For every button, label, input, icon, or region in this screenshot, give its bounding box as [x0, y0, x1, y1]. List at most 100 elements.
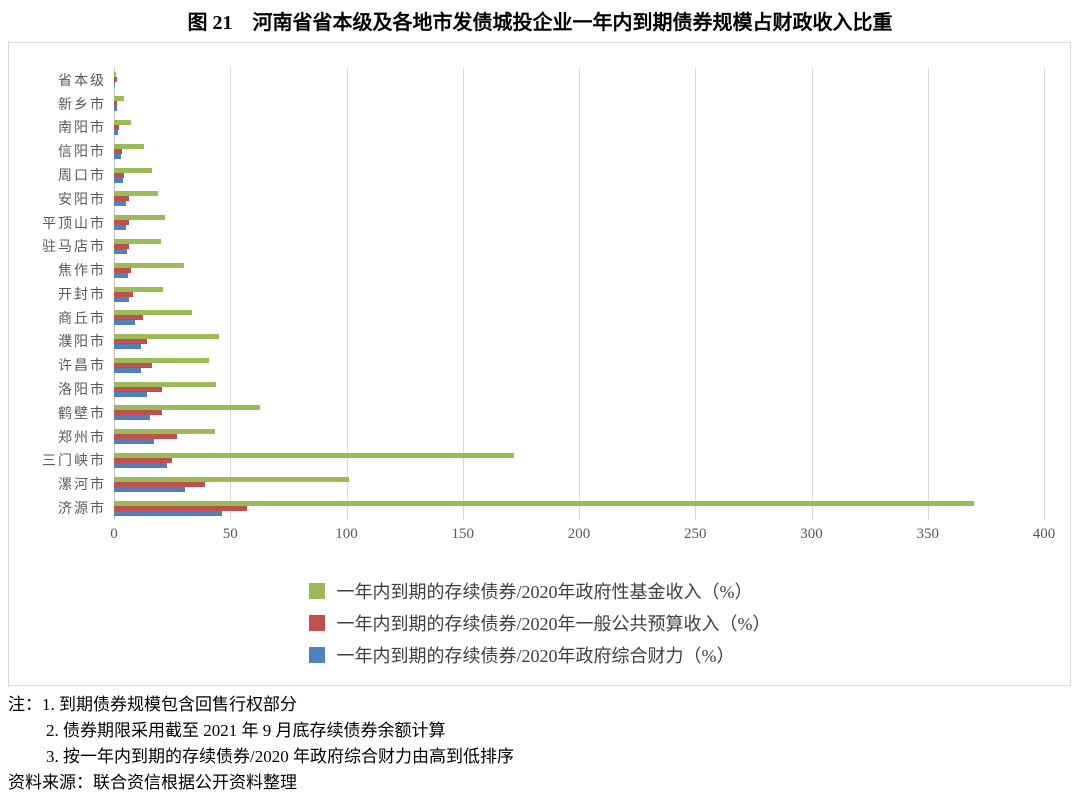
category-label-3: 南阳市 — [58, 121, 106, 137]
x-tick-label-250: 250 — [684, 526, 707, 542]
legend-marker-icon — [308, 615, 325, 631]
category-label-12: 濮阳市 — [58, 335, 106, 351]
footnotes: 注：1. 到期债券规模包含回售行权部分 2. 债券期限采用截至 2021 年 9… — [8, 692, 1008, 796]
bar-安阳市-series-1 — [114, 191, 159, 197]
bar-济源市-series-1 — [114, 500, 975, 506]
gridline-200 — [579, 68, 580, 520]
bar-信阳市-series-1 — [114, 143, 145, 149]
bar-开封市-series-3 — [114, 296, 130, 302]
bar-郑州市-series-3 — [114, 439, 154, 445]
bar-开封市-series-1 — [114, 286, 163, 292]
bar-郑州市-series-1 — [114, 429, 216, 435]
legend-marker-icon — [308, 583, 325, 599]
bar-新乡市-series-1 — [114, 96, 125, 102]
bar-省本级-series-1 — [114, 72, 117, 78]
bar-鹤壁市-series-3 — [114, 415, 151, 421]
bar-许昌市-series-3 — [114, 367, 141, 373]
bar-安阳市-series-3 — [114, 201, 126, 207]
legend: 一年内到期的存续债券/2020年政府性基金收入（%） 一年内到期的存续债券/202… — [9, 575, 1070, 671]
bar-濮阳市-series-2 — [114, 339, 147, 345]
category-label-4: 信阳市 — [58, 145, 106, 161]
legend-label-3: 一年内到期的存续债券/2020年政府综合财力（%） — [336, 646, 735, 666]
category-label-11: 商丘市 — [58, 311, 106, 327]
category-label-17: 三门峡市 — [42, 454, 106, 470]
category-label-9: 焦作市 — [58, 264, 106, 280]
gridline-150 — [462, 68, 464, 520]
bar-平顶山市-series-3 — [114, 225, 127, 231]
bar-漯河市-series-2 — [114, 481, 205, 487]
bar-周口市-series-2 — [114, 172, 124, 178]
bar-鹤壁市-series-2 — [114, 410, 162, 416]
bar-驻马店市-series-3 — [114, 248, 128, 254]
source-line: 资料来源：联合资信根据公开资料整理 — [8, 773, 297, 792]
legend-label-1: 一年内到期的存续债券/2020年政府性基金收入（%） — [336, 582, 753, 602]
bar-许昌市-series-1 — [114, 357, 210, 363]
bar-洛阳市-series-1 — [114, 381, 217, 387]
bar-濮阳市-series-3 — [114, 344, 141, 350]
bar-安阳市-series-2 — [114, 196, 129, 202]
bar-郑州市-series-2 — [114, 434, 177, 440]
category-label-18: 漯河市 — [58, 478, 106, 494]
legend-items: 一年内到期的存续债券/2020年政府性基金收入（%） 一年内到期的存续债券/202… — [308, 575, 771, 671]
bar-商丘市-series-3 — [114, 320, 135, 326]
bar-洛阳市-series-3 — [114, 391, 147, 397]
gridline-250 — [695, 68, 697, 520]
bar-省本级-series-3 — [114, 82, 116, 88]
legend-marker-icon — [308, 647, 325, 663]
bar-焦作市-series-3 — [114, 272, 129, 278]
category-label-8: 驻马店市 — [42, 240, 106, 256]
note-line-1: 注：1. 到期债券规模包含回售行权部分 — [8, 695, 297, 714]
bar-信阳市-series-3 — [114, 153, 121, 159]
x-tick-label-200: 200 — [567, 526, 591, 542]
bar-焦作市-series-2 — [114, 267, 131, 273]
category-label-6: 安阳市 — [58, 192, 106, 208]
category-label-19: 济源市 — [58, 501, 106, 517]
x-tick-label-50: 50 — [222, 526, 238, 542]
bar-漯河市-series-1 — [114, 476, 349, 482]
category-axis-labels: 省本级 新乡市 南阳市 信阳市 周口市 安阳市 平顶山市 驻马店市 焦作市 开封市 商丘市 濮阳市 许昌… — [9, 68, 106, 520]
bar-南阳市-series-3 — [114, 129, 119, 135]
x-tick-label-150: 150 — [451, 526, 475, 542]
bar-商丘市-series-1 — [114, 310, 192, 316]
bar-洛阳市-series-2 — [114, 386, 162, 392]
bar-三门峡市-series-1 — [114, 453, 514, 459]
bar-省本级-series-2 — [114, 77, 118, 83]
bar-济源市-series-3 — [114, 510, 223, 516]
x-tick-label-100: 100 — [335, 526, 358, 542]
legend-item-1: 一年内到期的存续债券/2020年政府性基金收入（%） — [308, 575, 771, 607]
x-tick-label-300: 300 — [800, 526, 823, 542]
bar-济源市-series-2 — [114, 505, 247, 511]
gridline-50 — [230, 68, 232, 520]
gridline-100 — [346, 68, 348, 520]
category-label-2: 新乡市 — [58, 97, 106, 113]
bar-信阳市-series-2 — [114, 148, 123, 154]
bar-周口市-series-1 — [114, 167, 153, 173]
category-label-14: 洛阳市 — [58, 383, 106, 399]
plot-area — [114, 68, 1045, 520]
bar-驻马店市-series-2 — [114, 243, 129, 249]
gridline-400 — [1044, 68, 1045, 520]
bar-新乡市-series-3 — [114, 106, 117, 112]
gridline-300 — [811, 68, 813, 520]
gridline-350 — [927, 68, 929, 520]
bar-三门峡市-series-2 — [114, 458, 173, 464]
bar-漯河市-series-3 — [114, 486, 185, 492]
x-tick-label-400: 400 — [1032, 526, 1056, 542]
legend-item-2: 一年内到期的存续债券/2020年一般公共预算收入（%） — [308, 607, 771, 639]
category-label-7: 平顶山市 — [42, 216, 106, 232]
bar-南阳市-series-1 — [114, 119, 132, 125]
x-tick-label-350: 350 — [916, 526, 940, 542]
bar-新乡市-series-2 — [114, 101, 118, 107]
bar-濮阳市-series-1 — [114, 334, 219, 340]
bar-三门峡市-series-3 — [114, 463, 168, 469]
chart-frame: 省本级 新乡市 南阳市 信阳市 周口市 安阳市 平顶山市 驻马店市 焦作市 开封市 商丘市 濮阳市 许昌… — [8, 42, 1071, 686]
note-line-3: 3. 按一年内到期的存续债券/2020 年政府综合财力由高到低排序 — [46, 747, 514, 766]
category-label-16: 郑州市 — [58, 430, 106, 446]
legend-item-3: 一年内到期的存续债券/2020年政府综合财力（%） — [308, 639, 771, 671]
bar-南阳市-series-2 — [114, 124, 120, 130]
category-label-5: 周口市 — [58, 169, 106, 185]
x-tick-label-0: 0 — [110, 526, 118, 542]
legend-label-2: 一年内到期的存续债券/2020年一般公共预算收入（%） — [336, 614, 771, 634]
bar-许昌市-series-2 — [114, 362, 153, 368]
category-label-15: 鹤壁市 — [58, 406, 106, 422]
